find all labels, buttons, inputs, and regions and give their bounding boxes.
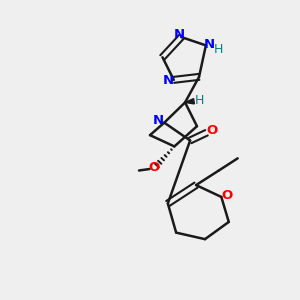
Text: O: O [222, 189, 233, 202]
Text: O: O [148, 161, 159, 174]
Text: N: N [162, 74, 173, 87]
Text: N: N [174, 28, 185, 41]
Polygon shape [185, 99, 194, 104]
Text: N: N [153, 114, 164, 128]
Text: N: N [203, 38, 214, 51]
Text: H: H [214, 43, 223, 56]
Text: O: O [207, 124, 218, 137]
Text: H: H [195, 94, 205, 107]
